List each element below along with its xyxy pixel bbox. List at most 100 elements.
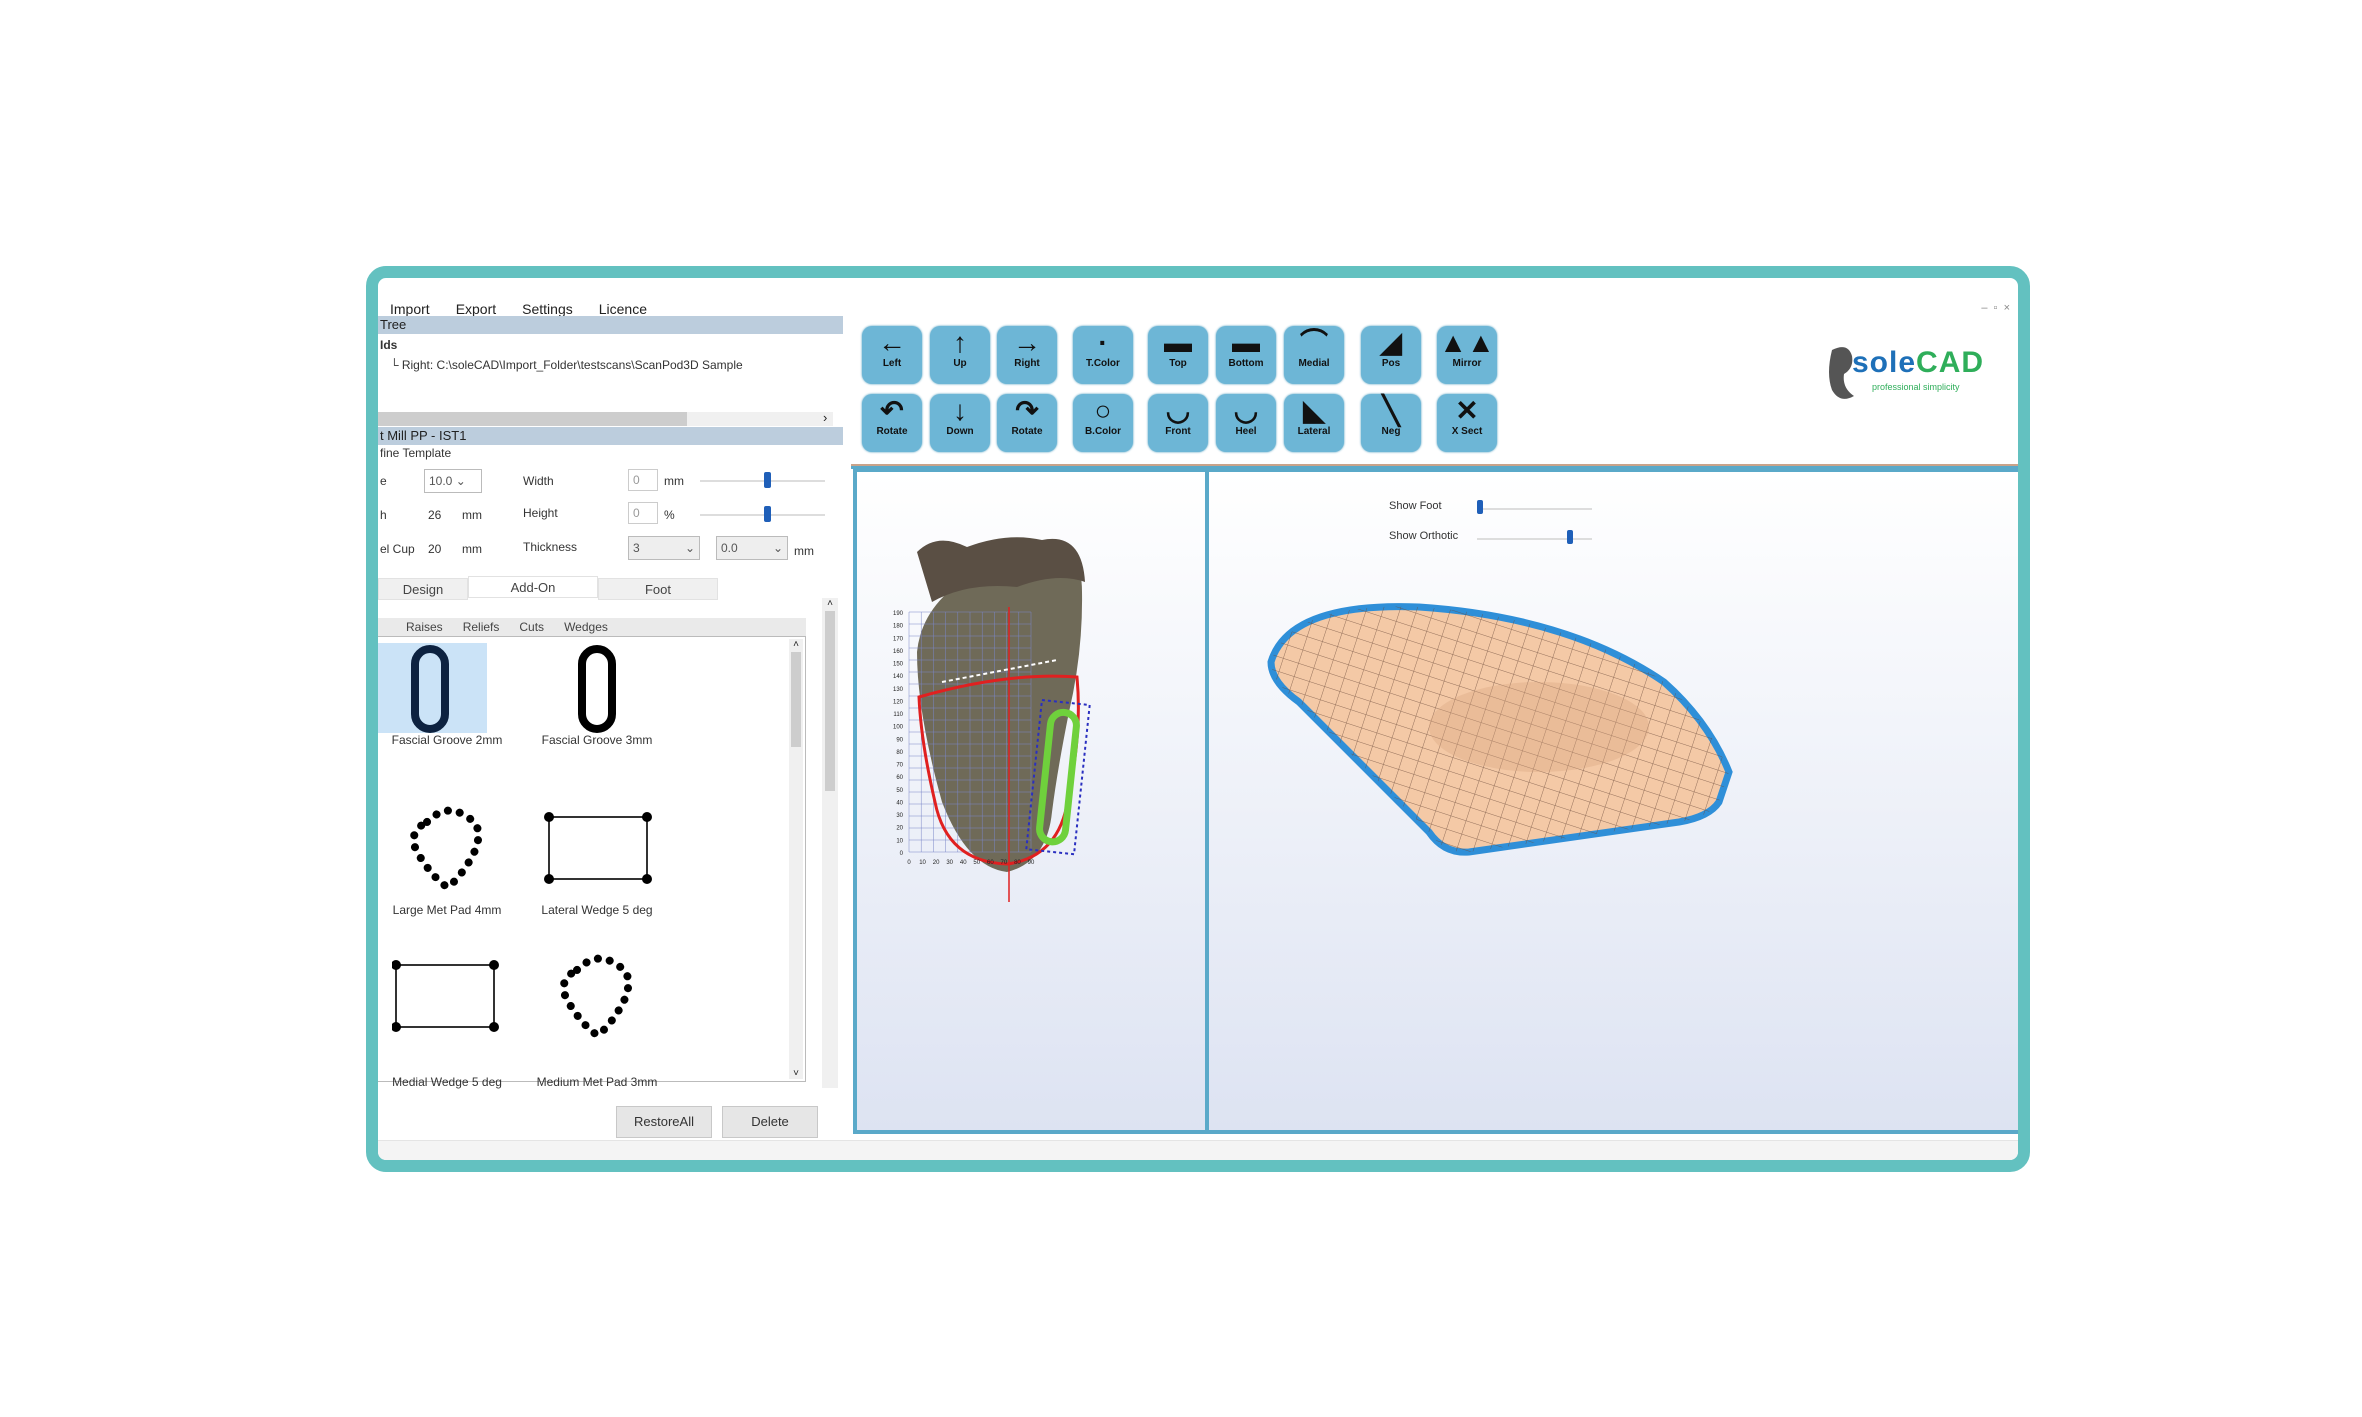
- y-tick-label: 100: [893, 725, 904, 731]
- foot-plot-viewport[interactable]: 0 10 20 30 40 50 60 70 80 90 100 110 120 130 140 150 160…: [853, 468, 1209, 1134]
- scroll-thumb[interactable]: [791, 652, 801, 747]
- x-sect-icon: ✕: [1455, 395, 1479, 426]
- x-tick-label: 40: [960, 860, 967, 866]
- subtab-cuts[interactable]: Cuts: [511, 618, 553, 636]
- scroll-up-icon[interactable]: ˄: [793, 639, 799, 650]
- width-slider-thumb[interactable]: [764, 472, 771, 488]
- thickness-decimal-select[interactable]: 0.0 ⌄: [716, 536, 788, 560]
- toolbar-b-color-button[interactable]: ○ B.Color: [1073, 394, 1133, 452]
- template-group-label: fine Template: [380, 446, 452, 460]
- orthotic-outline: [917, 674, 1080, 866]
- y-tick-label: 160: [893, 649, 904, 655]
- toolbar-button-label: Rotate: [1011, 426, 1043, 437]
- menu-settings[interactable]: Settings: [522, 301, 573, 317]
- menu-bar: Import Export Settings Licence: [378, 298, 647, 320]
- tree-hscrollbar[interactable]: [378, 412, 833, 426]
- addon-item[interactable]: Medium Met Pad 3mm: [527, 937, 667, 1089]
- size-select[interactable]: 10.0 ⌄: [424, 469, 482, 493]
- toolbar-heel-button[interactable]: ◡ Heel: [1216, 394, 1276, 452]
- addon-item[interactable]: Medial Wedge 5 deg: [378, 937, 517, 1089]
- toolbar-mirror-button[interactable]: ▲▲ Mirror: [1437, 326, 1497, 384]
- x-tick-label: 30: [946, 860, 953, 866]
- scroll-right-icon[interactable]: ›: [823, 410, 828, 425]
- orthotic-model: [1267, 603, 1733, 856]
- foot-plot: 0102030405060708090100110120130140150160…: [893, 537, 1091, 902]
- menu-export[interactable]: Export: [455, 301, 497, 317]
- show-orthotic-thumb[interactable]: [1567, 530, 1573, 544]
- toolbar-front-button[interactable]: ◡ Front: [1148, 394, 1208, 452]
- width-input[interactable]: 0: [628, 469, 658, 491]
- met-pad-icon: [527, 945, 667, 1050]
- toolbar-pos-button[interactable]: ◢ Pos: [1361, 326, 1421, 384]
- toolbar-up-button[interactable]: ↑ Up: [930, 326, 990, 384]
- fascial-groove-outline: [1036, 708, 1080, 846]
- heel-cup-label: el Cup: [380, 542, 415, 556]
- height-slider-thumb[interactable]: [764, 506, 771, 522]
- groove-icon: [527, 643, 667, 738]
- x-tick-label: 70: [1001, 860, 1008, 866]
- toolbar-bottom-button[interactable]: ▬ Bottom: [1216, 326, 1276, 384]
- x-tick-label: 90: [1028, 860, 1035, 866]
- list-vscrollbar[interactable]: ˄ ˅: [789, 639, 803, 1079]
- toolbar-t-color-button[interactable]: · T.Color: [1073, 326, 1133, 384]
- tab-design[interactable]: Design: [378, 578, 468, 600]
- addon-item[interactable]: Large Met Pad 4mm: [378, 797, 517, 947]
- addon-item[interactable]: Fascial Groove 3mm: [527, 637, 667, 787]
- show-orthotic-slider[interactable]: [1477, 538, 1592, 540]
- toolbar-right-button[interactable]: → Right: [997, 326, 1057, 384]
- height-slider[interactable]: [700, 514, 825, 516]
- scroll-thumb[interactable]: [378, 412, 688, 426]
- addon-label: Fascial Groove 3mm: [541, 733, 653, 747]
- orthotic-3d-viewport[interactable]: Show Foot Show Orthotic: [1205, 468, 2018, 1134]
- subtab-wedges[interactable]: Wedges: [556, 618, 616, 636]
- toolbar-neg-button[interactable]: ╲ Neg: [1361, 394, 1421, 452]
- medial-icon: ⌒: [1299, 327, 1328, 358]
- addon-item[interactable]: Lateral Wedge 5 deg: [527, 797, 667, 947]
- tree-header: Tree: [378, 316, 843, 334]
- x-tick-label: 80: [1014, 860, 1021, 866]
- scroll-down-icon[interactable]: ˅: [793, 1068, 799, 1079]
- menu-licence[interactable]: Licence: [598, 301, 648, 317]
- toolbar-rotate-button[interactable]: ↶ Rotate: [862, 394, 922, 452]
- tab-add-on[interactable]: Add-On: [468, 576, 598, 598]
- window-controls[interactable]: – ▫ ×: [1981, 302, 2010, 314]
- toolbar-lateral-button[interactable]: ◣ Lateral: [1284, 394, 1344, 452]
- heel-icon: ◡: [1233, 395, 1259, 426]
- tree-root[interactable]: Ids: [380, 338, 398, 352]
- toolbar-top-button[interactable]: ▬ Top: [1148, 326, 1208, 384]
- subtab-reliefs[interactable]: Reliefs: [454, 618, 508, 636]
- tree-item[interactable]: └ Right: C:\soleCAD\Import_Folder\testsc…: [390, 358, 743, 372]
- scroll-thumb[interactable]: [825, 611, 835, 791]
- logo-wordmark: soleCAD: [1852, 346, 1985, 379]
- width-slider[interactable]: [700, 480, 825, 482]
- toolbar-button-label: Neg: [1381, 426, 1401, 437]
- title-bar: [378, 278, 2018, 296]
- show-orthotic-label: Show Orthotic: [1389, 530, 1459, 542]
- restore-all-button[interactable]: RestoreAll: [616, 1106, 712, 1138]
- tab-foot[interactable]: Foot: [598, 578, 718, 600]
- toolbar-left-button[interactable]: ← Left: [862, 326, 922, 384]
- addon-item[interactable]: Fascial Groove 2mm: [378, 637, 517, 787]
- y-tick-label: 180: [893, 624, 904, 630]
- show-foot-thumb[interactable]: [1477, 500, 1483, 514]
- height-input[interactable]: 0: [628, 502, 658, 524]
- addon-label: Medial Wedge 5 deg: [392, 1075, 502, 1089]
- foot-logo-icon: [1829, 347, 1854, 399]
- scroll-up-icon[interactable]: ˄: [827, 598, 833, 609]
- y-tick-label: 190: [893, 611, 904, 617]
- menu-import[interactable]: Import: [390, 301, 430, 317]
- wedge-icon: [527, 797, 667, 902]
- height-label: Height: [523, 506, 558, 520]
- delete-button[interactable]: Delete: [722, 1106, 818, 1138]
- subtab-raises[interactable]: Raises: [398, 618, 451, 636]
- thickness-select[interactable]: 3 ⌄: [628, 536, 700, 560]
- panel-vscrollbar[interactable]: ˄: [822, 598, 838, 1088]
- toolbar-medial-button[interactable]: ⌒ Medial: [1284, 326, 1344, 384]
- toolbar-down-button[interactable]: ↓ Down: [930, 394, 990, 452]
- neg-icon: ╲: [1382, 395, 1400, 426]
- y-tick-label: 0: [900, 851, 904, 857]
- wedge-icon: [378, 957, 517, 1042]
- toolbar-x-sect-button[interactable]: ✕ X Sect: [1437, 394, 1497, 452]
- show-foot-slider[interactable]: [1477, 508, 1592, 510]
- toolbar-rotate-button[interactable]: ↷ Rotate: [997, 394, 1057, 452]
